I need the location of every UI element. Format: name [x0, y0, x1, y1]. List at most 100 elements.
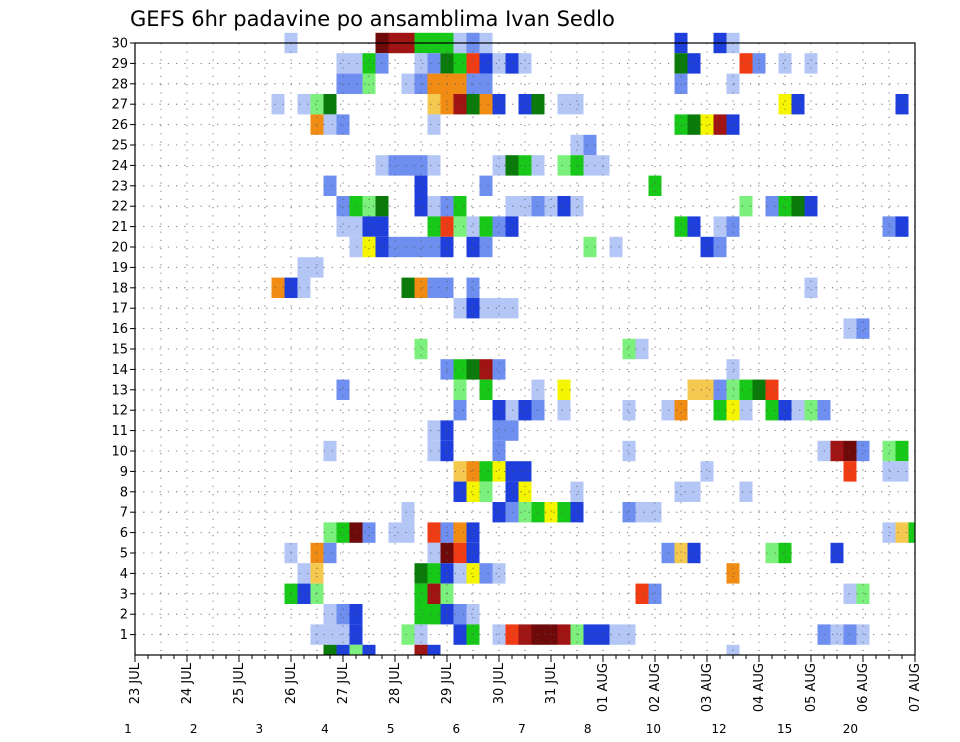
heatmap-cell [453, 522, 467, 543]
heatmap-cell [622, 400, 636, 421]
heatmap-cell [479, 53, 493, 74]
x-tick-label: 31 JUL [544, 662, 559, 704]
y-tick-label: 21 [111, 220, 128, 235]
heatmap-cell [479, 216, 493, 237]
y-tick-label: 1 [120, 628, 128, 643]
heatmap-cell [466, 53, 480, 74]
heatmap-cell [310, 583, 324, 604]
heatmap-cell [856, 440, 870, 462]
heatmap-cell [570, 481, 584, 502]
heatmap-cell [466, 624, 480, 645]
x-tick-label: 07 AUG [908, 663, 923, 712]
heatmap-cell [492, 420, 506, 441]
heatmap-cell [505, 400, 519, 421]
heatmap-cell [700, 461, 714, 482]
heatmap-cell [323, 542, 337, 564]
heatmap-cell [310, 542, 324, 564]
heatmap-cell [414, 236, 428, 258]
heatmap-cell [583, 134, 597, 156]
heatmap-cell [336, 114, 350, 135]
heatmap-cell [518, 624, 532, 645]
heatmap-cell [856, 318, 870, 339]
heatmap-cell [414, 73, 428, 94]
heatmap-cell [401, 624, 415, 645]
heatmap-cell [570, 94, 584, 115]
heatmap-cell [466, 94, 480, 115]
heatmap-cell [349, 644, 363, 655]
heatmap-cell [427, 583, 441, 604]
heatmap-cell [856, 583, 870, 604]
heatmap-cell [622, 338, 636, 360]
heatmap-cell [453, 542, 467, 564]
heatmap-cell [895, 94, 909, 115]
heatmap-cell [323, 440, 337, 462]
heatmap-cell [427, 53, 441, 74]
heatmap-cell [804, 277, 818, 298]
heatmap-cell [791, 94, 805, 115]
heatmap-cell [778, 196, 792, 217]
y-tick-label: 8 [120, 485, 128, 500]
heatmap-cell [453, 94, 467, 115]
x-tick-label: 23 JUL [128, 662, 143, 704]
heatmap-cell [427, 542, 441, 564]
heatmap-cell [505, 502, 519, 523]
heatmap-cell [843, 461, 857, 482]
heatmap-cell [648, 175, 662, 196]
x-axis: 23 JUL 24 JUL 25 JUL 26 JUL 27 JUL 28 JUL 29 J… [128, 655, 923, 712]
heatmap-cell [401, 236, 415, 258]
heatmap-cell [388, 236, 402, 258]
heatmap-cell [271, 277, 285, 298]
heatmap-cell [310, 114, 324, 135]
heatmap-cell [830, 624, 844, 645]
heatmap-cell [323, 522, 337, 543]
heatmap-cell [765, 400, 779, 421]
heatmap-cell [362, 53, 376, 74]
heatmap-cell [687, 481, 701, 502]
heatmap-cell [778, 400, 792, 421]
y-tick-label: 13 [111, 383, 128, 398]
heatmap-cell [726, 379, 740, 400]
heatmap-cell [570, 155, 584, 176]
heatmap-cell [297, 257, 311, 278]
heatmap-cell [466, 542, 480, 564]
heatmap-cell [362, 73, 376, 94]
heatmap-cell [414, 583, 428, 604]
heatmap-cell [713, 236, 727, 258]
y-tick-label: 23 [111, 179, 128, 194]
y-tick-label: 15 [111, 343, 128, 358]
heatmap-cell [635, 502, 649, 523]
heatmap-cell [466, 236, 480, 258]
heatmap-cell [544, 502, 558, 523]
heatmap-cell [492, 216, 506, 237]
heatmap-cell [583, 155, 597, 176]
x-tick-label: 29 JUL [440, 662, 455, 704]
y-tick-label: 9 [120, 465, 128, 480]
heatmap-cell [349, 53, 363, 74]
heatmap-cell [830, 440, 844, 462]
heatmap-cell [453, 481, 467, 502]
heatmap-cell [505, 53, 519, 74]
colorbar-label: 7 [518, 722, 526, 736]
heatmap-cell [427, 216, 441, 237]
heatmap-cell [479, 379, 493, 400]
heatmap-cell [427, 155, 441, 176]
y-tick-label: 3 [120, 587, 128, 602]
colorbar: 1 2 3 4 5 6 7 8 10 12 15 20 [124, 722, 858, 736]
heatmap-cell [726, 114, 740, 135]
heatmap-cell [336, 604, 350, 625]
heatmap-cell [323, 175, 337, 196]
heatmap-cell [843, 440, 857, 462]
heatmap-cell [713, 114, 727, 135]
y-tick-label: 11 [111, 424, 128, 439]
heatmap-cell [453, 461, 467, 482]
colorbar-label: 5 [387, 722, 395, 736]
colorbar-label: 6 [453, 722, 461, 736]
heatmap-cell [492, 461, 506, 482]
heatmap-cell [466, 216, 480, 237]
heatmap-cell [336, 624, 350, 645]
chart-title: GEFS 6hr padavine po ansamblima Ivan Sed… [130, 7, 615, 31]
heatmap-cell [336, 73, 350, 94]
heatmap-cells [271, 32, 915, 655]
y-tick-label: 7 [120, 506, 128, 521]
